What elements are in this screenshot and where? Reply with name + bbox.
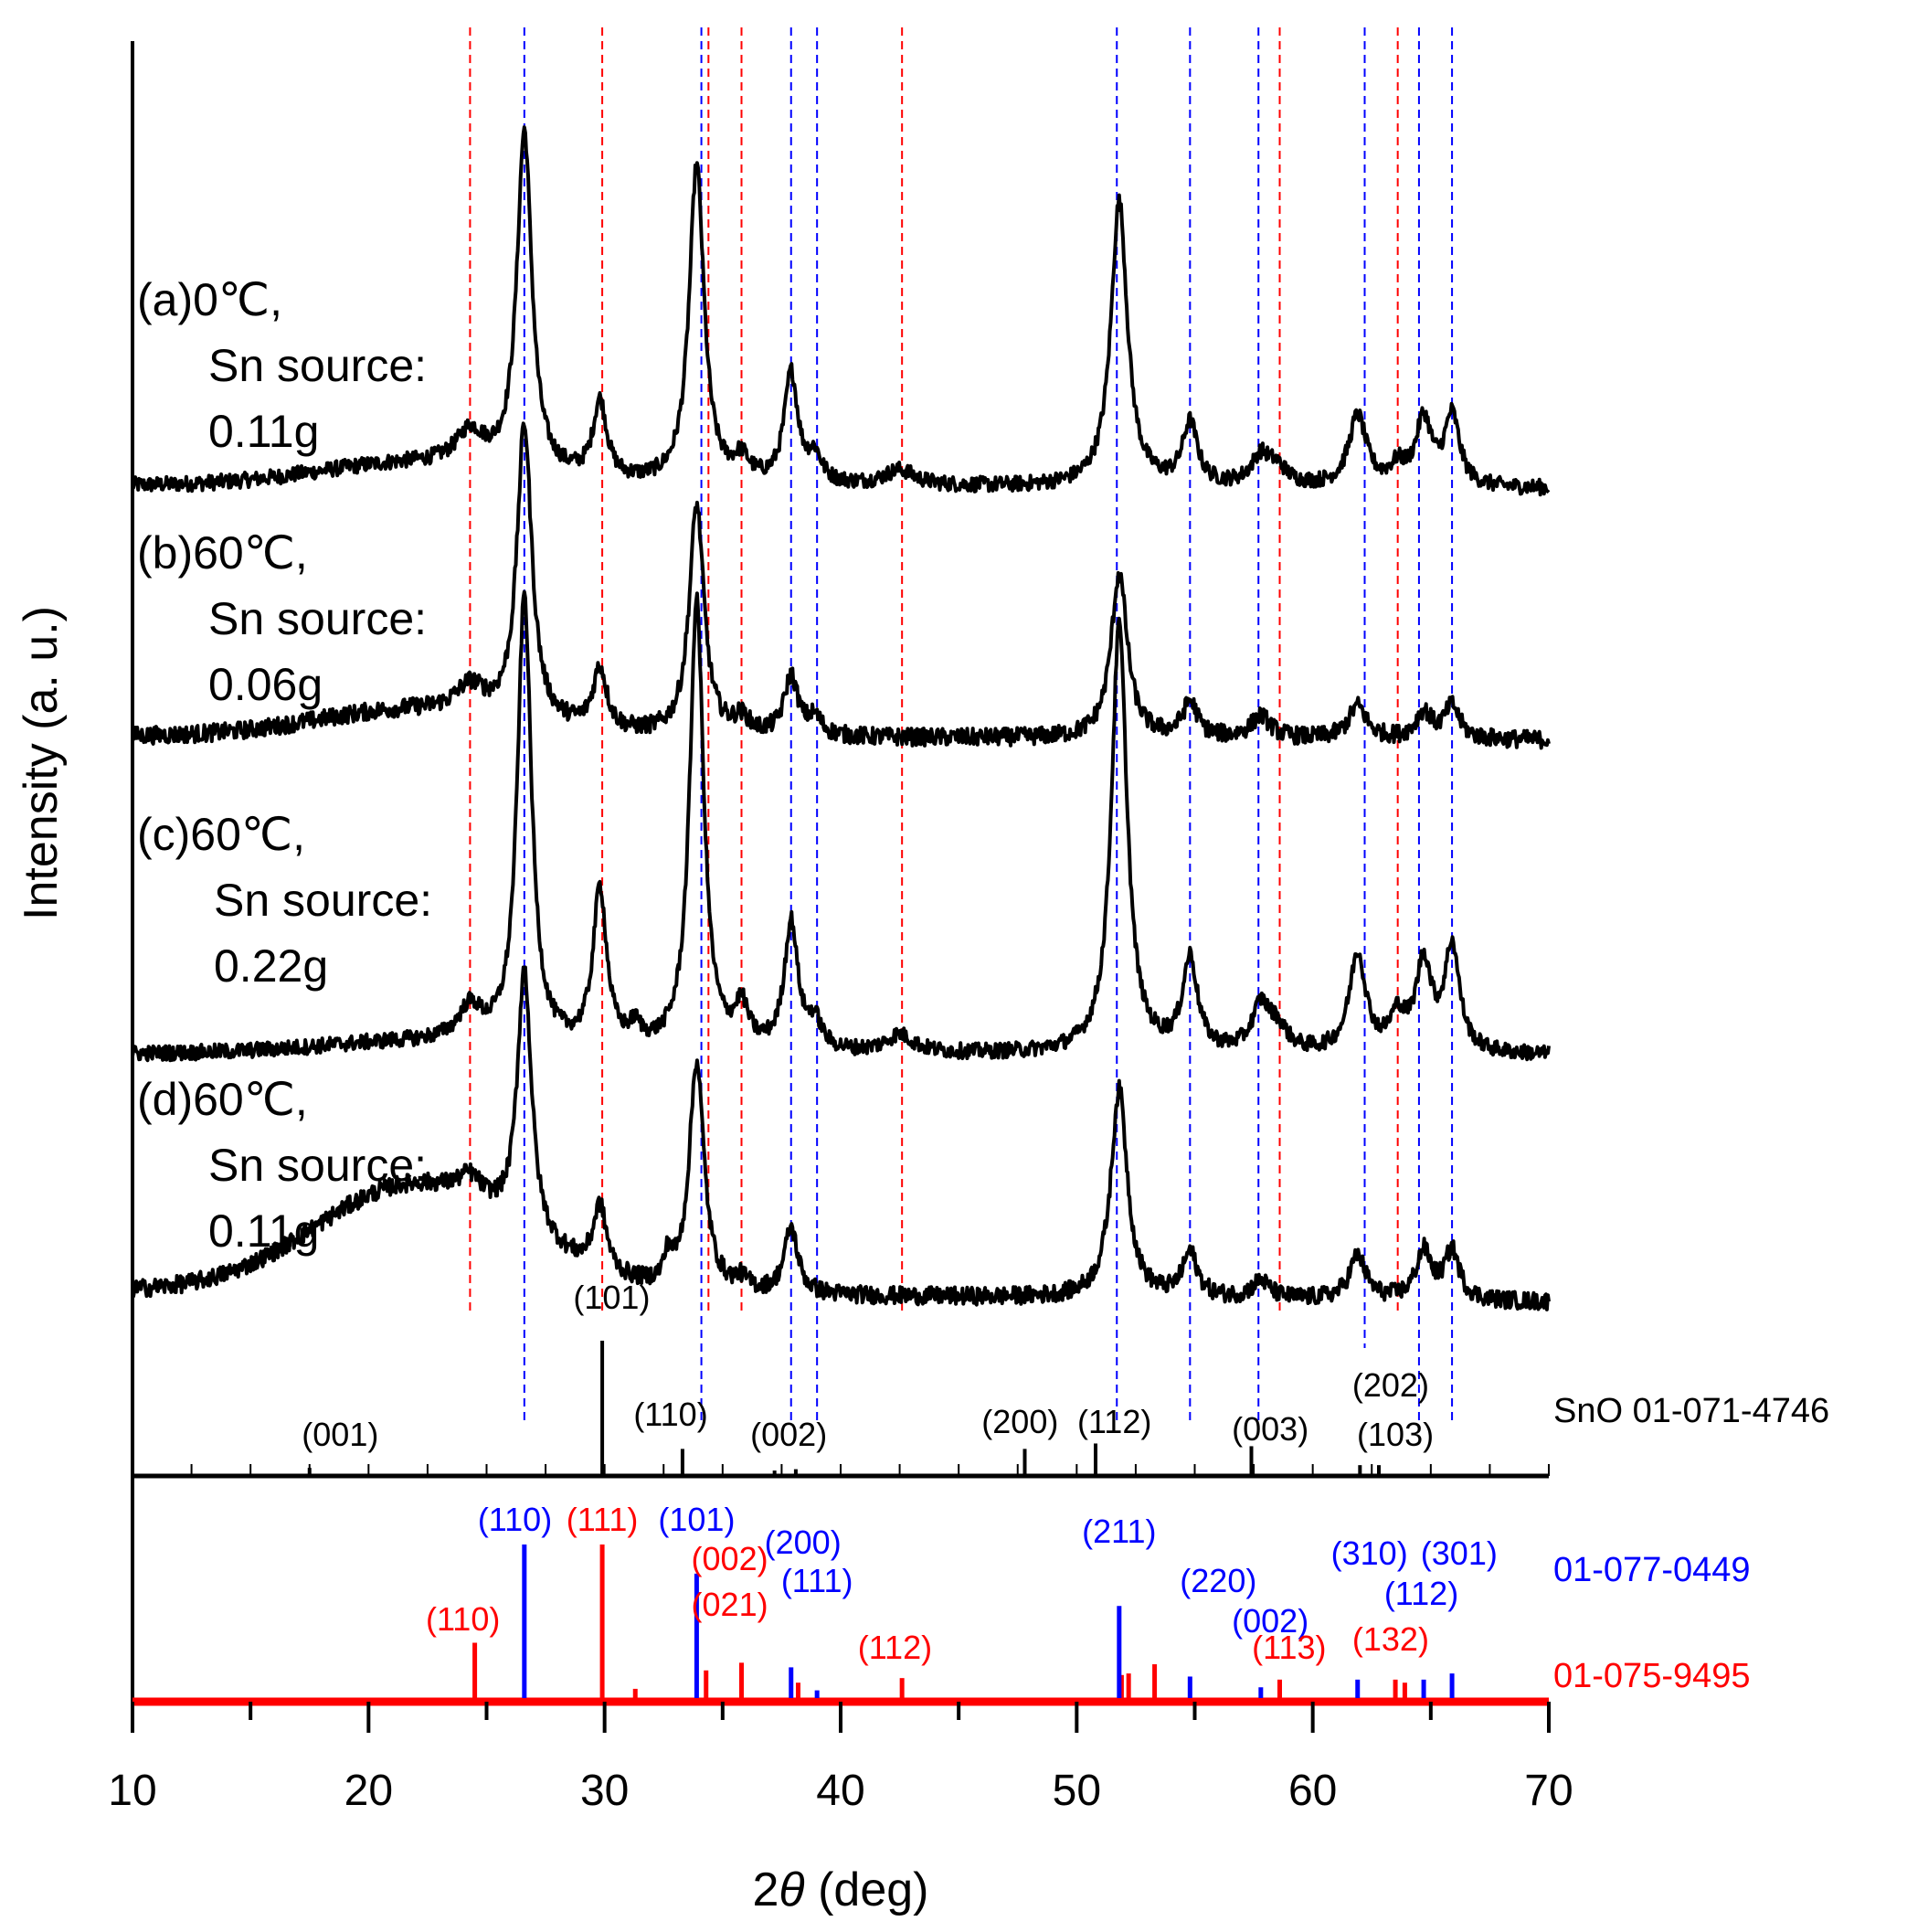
- series-label: (d)60℃,: [137, 1074, 308, 1125]
- sno-hkl-label: (110): [633, 1396, 707, 1433]
- xrd-pattern-line: [131, 421, 1551, 750]
- red-hkl-label: (110): [426, 1600, 500, 1638]
- blue-hkl-label: (301): [1421, 1534, 1498, 1572]
- x-tick-label: 50: [1053, 1767, 1101, 1815]
- sno-hkl-label: (103): [1357, 1416, 1434, 1453]
- blue-hkl-label: (211): [1082, 1513, 1156, 1550]
- x-axis-title-theta: θ: [779, 1863, 804, 1916]
- xrd-pattern-line: [131, 965, 1551, 1311]
- blue-hkl-label: (111): [781, 1562, 853, 1599]
- sno-hkl-label: (200): [981, 1403, 1058, 1440]
- red-reference-label: 01-075-9495: [1553, 1657, 1751, 1695]
- x-tick-label: 60: [1288, 1767, 1337, 1815]
- x-axis-ticks: 10 20 30 40 50 60 70: [108, 1464, 1573, 1815]
- blue-hkl-label: (310): [1331, 1534, 1408, 1572]
- sno-hkl-label: (202): [1352, 1366, 1429, 1404]
- blue-hkl-label: (101): [658, 1501, 735, 1538]
- x-tick-label: 10: [108, 1767, 156, 1815]
- xrd-pattern-line: [131, 589, 1551, 1063]
- red-hkl-label: (113): [1252, 1629, 1326, 1666]
- red-hkl-label: (021): [692, 1586, 768, 1623]
- series-label: 0.11g: [208, 406, 319, 457]
- series-label: Sn source:: [208, 593, 427, 644]
- series-label: (b)60℃,: [137, 527, 308, 579]
- series-label: (a)0℃,: [137, 274, 282, 325]
- x-tick-label: 20: [344, 1767, 393, 1815]
- sno-hkl-label: (003): [1232, 1410, 1308, 1448]
- x-tick-label: 40: [816, 1767, 864, 1815]
- blue-reference-label: 01-077-0449: [1553, 1551, 1751, 1589]
- x-axis-title: 2θ (deg): [753, 1863, 929, 1916]
- series-label: (c)60℃,: [137, 809, 305, 860]
- blue-hkl-label: (110): [478, 1501, 552, 1538]
- reference-patterns: (001)(101)(110)(002) (200) (112) (003)(202)…: [302, 1279, 1829, 1698]
- blue-hkl-label: (200): [765, 1523, 842, 1561]
- xrd-patterns: [131, 125, 1551, 1311]
- series-label: 0.11g: [208, 1205, 319, 1257]
- series-label: Sn source:: [208, 1140, 427, 1191]
- red-hkl-label: (002): [692, 1540, 768, 1577]
- series-label: Sn source:: [214, 875, 432, 926]
- x-tick-label: 70: [1524, 1767, 1573, 1815]
- series-label: 0.06g: [208, 659, 323, 710]
- blue-hkl-label: (002): [1232, 1602, 1308, 1640]
- red-hkl-label: (132): [1352, 1620, 1429, 1658]
- sno-hkl-label: (112): [1077, 1403, 1151, 1440]
- x-axis-title-prefix: 2: [753, 1863, 779, 1916]
- series-labels: (a)0℃, Sn source: 0.11g (b)60℃, Sn source: 0.…: [137, 274, 432, 1257]
- x-axis-title-suffix: (deg): [805, 1863, 929, 1916]
- sno-hkl-label: (002): [750, 1416, 827, 1453]
- sno-hkl-label: (001): [302, 1416, 378, 1453]
- red-hkl-label: (111): [567, 1501, 639, 1538]
- y-axis-title: Intensity (a. u.): [15, 606, 68, 920]
- series-label: 0.22g: [214, 940, 328, 992]
- blue-hkl-label: (220): [1180, 1562, 1256, 1599]
- guide-lines: [469, 27, 1454, 1426]
- x-tick-label: 30: [580, 1767, 629, 1815]
- sno-hkl-label: (101): [573, 1279, 650, 1316]
- xrd-pattern-line: [131, 125, 1551, 497]
- series-label: Sn source:: [208, 340, 427, 391]
- blue-hkl-label: (112): [1384, 1575, 1458, 1612]
- red-hkl-label: (112): [858, 1629, 932, 1666]
- sno-reference-label: SnO 01-071-4746: [1553, 1392, 1829, 1430]
